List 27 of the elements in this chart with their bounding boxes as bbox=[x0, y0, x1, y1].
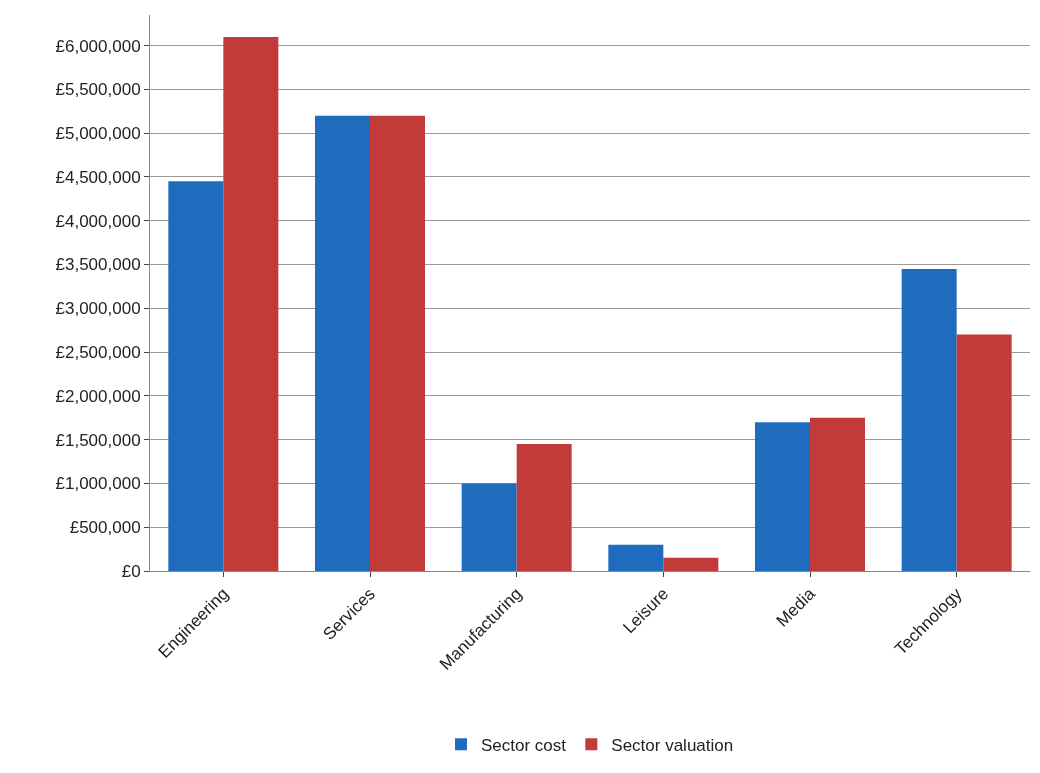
y-tick-label: £1,500,000 bbox=[55, 430, 141, 450]
y-tick-label: £4,000,000 bbox=[55, 211, 141, 231]
bar bbox=[461, 483, 517, 571]
bar bbox=[810, 417, 865, 571]
legend-label: Sector cost bbox=[481, 735, 567, 755]
bar bbox=[608, 544, 664, 571]
bar bbox=[663, 557, 719, 571]
bar bbox=[223, 36, 279, 571]
bar bbox=[956, 334, 1012, 571]
y-tick-label: £5,500,000 bbox=[55, 80, 141, 100]
y-tick-label: £1,000,000 bbox=[55, 474, 141, 494]
y-tick-label: £2,500,000 bbox=[55, 343, 141, 363]
bar bbox=[755, 422, 810, 571]
legend-label: Sector valuation bbox=[611, 735, 734, 755]
y-tick-label: £500,000 bbox=[69, 518, 141, 538]
y-tick-label: £3,500,000 bbox=[55, 255, 141, 275]
y-tick-label: £5,000,000 bbox=[55, 124, 141, 144]
bar bbox=[516, 444, 572, 571]
bar bbox=[370, 115, 425, 571]
bar bbox=[315, 115, 370, 571]
y-tick-label: £3,000,000 bbox=[55, 299, 141, 319]
y-tick-label: £6,000,000 bbox=[55, 36, 141, 56]
y-tick-label: £2,000,000 bbox=[55, 386, 141, 406]
y-tick-label: £0 bbox=[121, 561, 141, 581]
bar bbox=[168, 181, 224, 571]
y-tick-label: £4,500,000 bbox=[55, 167, 141, 187]
bar bbox=[901, 268, 957, 571]
